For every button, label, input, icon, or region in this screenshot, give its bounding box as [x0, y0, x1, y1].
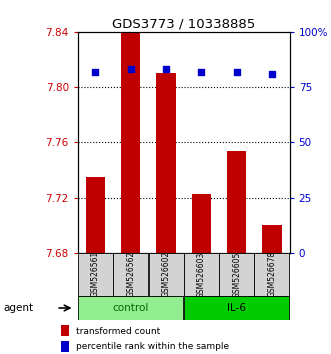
Point	[269, 71, 275, 77]
FancyBboxPatch shape	[184, 253, 219, 296]
Title: GDS3773 / 10338885: GDS3773 / 10338885	[112, 18, 255, 31]
Bar	[227, 151, 246, 253]
Text: GSM526603: GSM526603	[197, 251, 206, 298]
Bar	[86, 177, 105, 253]
Bar	[156, 73, 176, 253]
Bar	[262, 225, 282, 253]
FancyBboxPatch shape	[78, 296, 183, 320]
Text: control: control	[113, 303, 149, 313]
Text: agent: agent	[3, 303, 33, 313]
Text: GSM526678: GSM526678	[267, 251, 276, 297]
Point	[199, 69, 204, 75]
FancyBboxPatch shape	[149, 253, 183, 296]
Text: transformed count: transformed count	[76, 326, 160, 336]
Text: GSM526605: GSM526605	[232, 251, 241, 298]
Text: GSM526562: GSM526562	[126, 251, 135, 297]
Bar	[61, 341, 69, 353]
FancyBboxPatch shape	[219, 253, 254, 296]
Point	[164, 67, 169, 72]
Text: GSM526561: GSM526561	[91, 251, 100, 297]
FancyBboxPatch shape	[255, 253, 289, 296]
FancyBboxPatch shape	[184, 296, 289, 320]
Text: GSM526602: GSM526602	[162, 251, 170, 297]
Bar	[61, 325, 69, 336]
Point	[128, 67, 133, 72]
Point	[93, 69, 98, 75]
Bar	[121, 32, 140, 253]
FancyBboxPatch shape	[113, 253, 148, 296]
Bar	[192, 194, 211, 253]
FancyBboxPatch shape	[78, 253, 113, 296]
Text: percentile rank within the sample: percentile rank within the sample	[76, 342, 229, 352]
Text: IL-6: IL-6	[227, 303, 246, 313]
Point	[234, 69, 239, 75]
